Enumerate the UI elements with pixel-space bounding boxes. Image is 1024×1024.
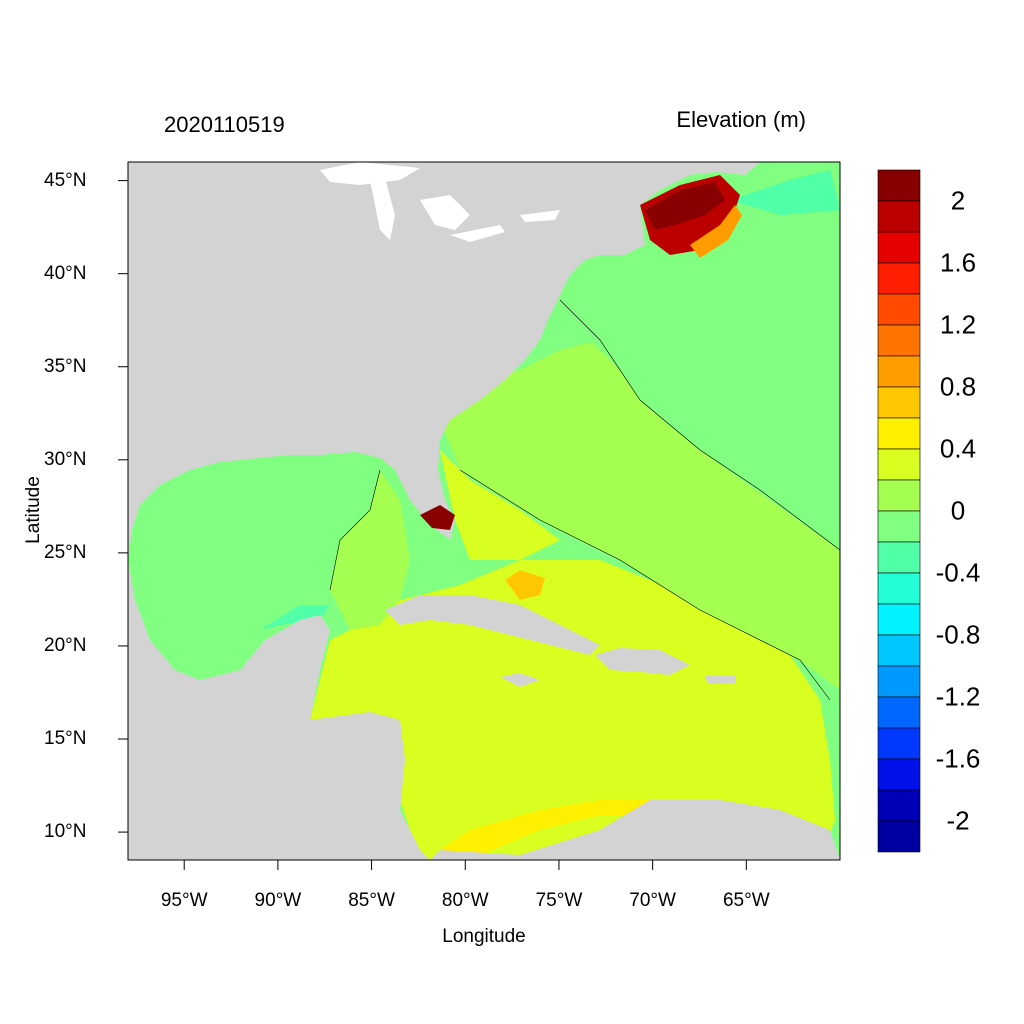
colorbar bbox=[877, 169, 921, 853]
y-axis-ticks bbox=[118, 180, 128, 833]
colorbar-label: 0.4 bbox=[939, 433, 977, 464]
colorbar-label: -0.4 bbox=[935, 557, 981, 588]
colorbar-swatch bbox=[877, 572, 921, 605]
colorbar-swatch bbox=[877, 727, 921, 760]
x-tick-label: 85°W bbox=[348, 890, 395, 911]
land-puerto-rico bbox=[705, 675, 735, 684]
y-tick-label: 40°N bbox=[44, 262, 87, 284]
ocean-region-surge-core bbox=[645, 182, 725, 230]
time-stamp-label: 2020110519 bbox=[164, 112, 285, 137]
colorbar-label: 0 bbox=[950, 495, 966, 526]
x-tick-label: 75°W bbox=[535, 890, 583, 911]
x-tick-label: 70°W bbox=[629, 890, 676, 911]
colorbar-swatch bbox=[877, 758, 921, 791]
colorbar-swatch bbox=[877, 665, 921, 698]
colorbar-swatch bbox=[877, 789, 921, 822]
colorbar-swatch bbox=[877, 293, 921, 326]
land-jamaica bbox=[500, 673, 540, 687]
contour-line bbox=[329, 469, 381, 591]
ocean-region-gulf-shelf bbox=[260, 605, 330, 630]
colorbar-swatch bbox=[877, 324, 921, 357]
ocean-region-north-atlantic bbox=[560, 210, 840, 550]
colorbar-swatch bbox=[877, 169, 921, 202]
colorbar-label: -1.2 bbox=[935, 681, 981, 712]
y-tick-label: 30°N bbox=[44, 448, 87, 470]
colorbar-swatch bbox=[877, 820, 921, 853]
map-panel bbox=[127, 161, 841, 861]
colorbar-swatch bbox=[877, 510, 921, 543]
y-tick-label: 25°N bbox=[44, 541, 87, 563]
ocean-region-atlantic-mid bbox=[440, 340, 840, 690]
y-tick-label: 35°N bbox=[44, 355, 87, 377]
lake-superior bbox=[320, 162, 420, 185]
x-tick-label: 80°W bbox=[441, 890, 489, 911]
colorbar-swatch bbox=[877, 448, 921, 481]
lake-michigan-huron bbox=[370, 178, 470, 240]
colorbar-swatch bbox=[877, 386, 921, 419]
colorbar-label: 2 bbox=[950, 185, 966, 216]
land-north-america bbox=[128, 162, 760, 560]
land-mexico-central-america bbox=[128, 560, 430, 860]
ocean-region-gulf-of-maine bbox=[730, 170, 840, 215]
ocean-region-gulf-east bbox=[330, 470, 410, 630]
ocean-region-caribbean bbox=[310, 560, 835, 860]
colorbar-swatch bbox=[877, 231, 921, 264]
colorbar-label: 1.2 bbox=[939, 309, 977, 340]
land-cuba bbox=[385, 595, 600, 655]
ocean-region-bahamas bbox=[440, 450, 560, 560]
colorbar-swatch bbox=[877, 355, 921, 388]
y-tick-label: 10°N bbox=[44, 821, 87, 843]
colorbar-swatch bbox=[877, 200, 921, 233]
x-tick-label: 65°W bbox=[722, 890, 770, 911]
colorbar-swatch bbox=[877, 417, 921, 450]
colorbar-swatch bbox=[877, 262, 921, 295]
colorbar-swatch bbox=[877, 634, 921, 667]
colorbar-label: -0.8 bbox=[935, 619, 981, 650]
florida-surge-patch bbox=[420, 505, 455, 530]
y-tick-label: 45°N bbox=[44, 169, 87, 191]
x-axis-label: Longitude bbox=[442, 926, 526, 947]
colorbar-label: 1.6 bbox=[939, 247, 977, 278]
variable-title: Elevation (m) bbox=[676, 107, 806, 132]
colorbar-label: 0.8 bbox=[939, 371, 977, 402]
colorbar-label: -1.6 bbox=[935, 743, 981, 774]
contour-line bbox=[459, 469, 831, 701]
contour-line bbox=[559, 299, 841, 551]
x-tick-label: 95°W bbox=[160, 890, 208, 911]
colorbar-swatch bbox=[877, 541, 921, 574]
y-tick-label: 20°N bbox=[44, 634, 87, 656]
y-tick-label: 15°N bbox=[44, 728, 87, 749]
colorbar-swatch bbox=[877, 479, 921, 512]
x-axis-ticks bbox=[183, 860, 747, 870]
colorbar-label: -2 bbox=[946, 805, 970, 836]
y-axis-label: Latitude bbox=[23, 476, 44, 544]
colorbar-swatch bbox=[877, 603, 921, 636]
x-tick-label: 90°W bbox=[254, 890, 302, 911]
land-south-america bbox=[430, 800, 840, 860]
lake-erie-ontario bbox=[450, 210, 560, 242]
ocean-region-surge-fringe bbox=[690, 205, 742, 258]
colorbar-swatch bbox=[877, 696, 921, 729]
map-frame bbox=[127, 161, 841, 861]
ocean-region-bahamas-banks bbox=[505, 570, 545, 600]
land-hispaniola bbox=[595, 648, 690, 675]
